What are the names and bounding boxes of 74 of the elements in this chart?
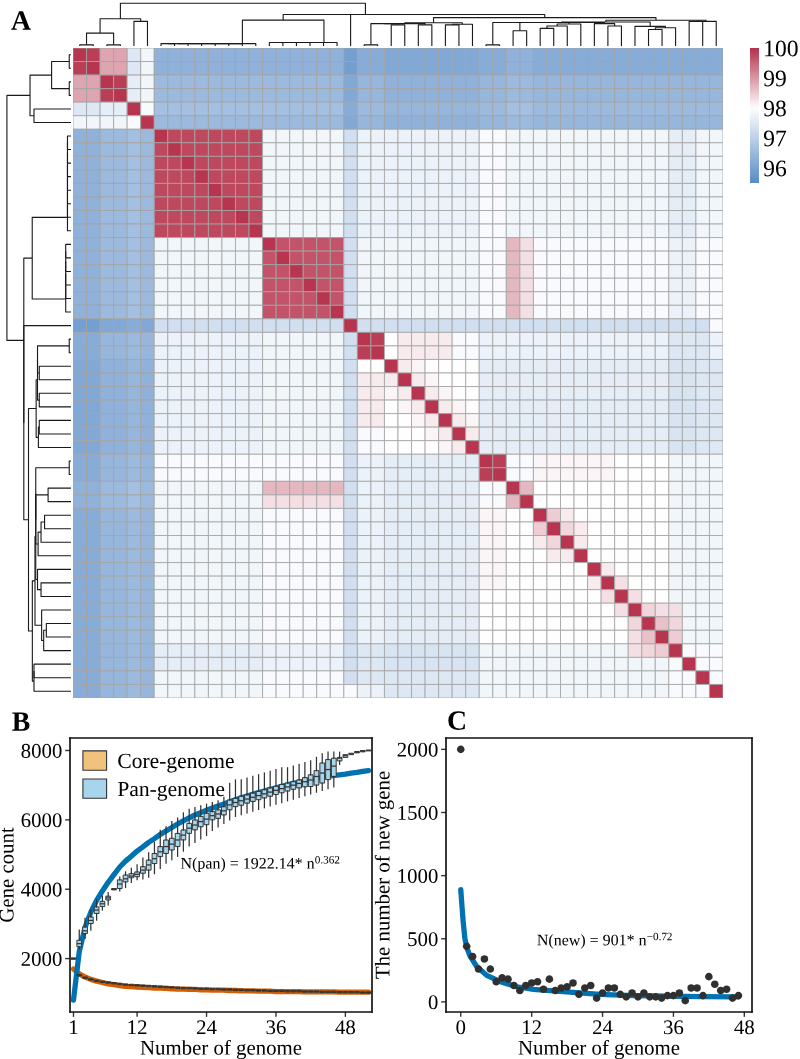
point	[687, 984, 695, 992]
point	[569, 979, 577, 987]
annotation: N(new) = 901* n$^{−0.72}$	[537, 932, 672, 949]
y-tick-label: 2000	[21, 951, 62, 967]
legend-label: Pan-genome	[117, 781, 225, 801]
x-tick-label: 0	[456, 1020, 466, 1035]
point	[705, 972, 713, 981]
x-tick-label: 12	[128, 1020, 147, 1035]
x-tick-label: 12	[523, 1020, 541, 1035]
point	[504, 975, 512, 983]
point	[616, 990, 625, 999]
y-tick-label: 4000	[21, 882, 62, 897]
point	[592, 994, 601, 1002]
point	[581, 984, 589, 992]
color-bar-label: 99	[763, 70, 786, 87]
point	[610, 984, 619, 992]
chart-title: C	[448, 711, 465, 730]
y-axis-title: Gene count	[0, 827, 14, 922]
x-tick-label: 36	[266, 1020, 286, 1035]
point	[510, 981, 518, 990]
y-tick-label: 0	[428, 995, 438, 1010]
point	[533, 977, 542, 986]
point	[563, 982, 571, 991]
y-tick-label: 500	[408, 932, 438, 947]
point	[586, 981, 595, 990]
point	[622, 993, 630, 1001]
point	[480, 955, 489, 963]
point	[598, 989, 607, 997]
point	[628, 989, 636, 997]
color-bar-label: 98	[763, 100, 786, 117]
point	[634, 993, 642, 1001]
point	[539, 985, 548, 994]
x-tick-label: 48	[335, 1020, 356, 1035]
x-axis-title: Number of genome	[140, 1039, 302, 1059]
legend-label: Core-genome	[118, 753, 234, 773]
y-tick-label: 6000	[21, 813, 62, 828]
x-axis-title: Number of genome	[518, 1039, 680, 1059]
point	[734, 991, 743, 1000]
point	[557, 984, 565, 992]
point	[681, 996, 690, 1005]
y-tick-label: 8000	[21, 743, 62, 758]
point	[462, 942, 471, 951]
point	[640, 989, 648, 997]
point	[710, 980, 719, 989]
color-bar-label: 97	[763, 130, 787, 147]
point	[516, 986, 524, 995]
annotation: N(pan) = 1922.14* n$^{0.362}$	[180, 855, 340, 872]
y-tick-label: 2000	[397, 742, 438, 757]
chart-title: B	[12, 712, 30, 731]
point	[675, 989, 684, 997]
point	[456, 745, 465, 754]
point	[722, 985, 731, 994]
point	[669, 991, 678, 1000]
point	[486, 965, 495, 973]
x-tick-label: 36	[664, 1020, 684, 1035]
point	[657, 994, 666, 1002]
x-tick-label: 24	[593, 1020, 613, 1035]
point	[699, 991, 707, 1000]
point	[492, 977, 501, 986]
y-tick-label: 1500	[398, 805, 438, 820]
color-bar-label: 96	[763, 160, 787, 177]
y-axis-title: The number of new gene	[374, 771, 394, 979]
y-tick-label: 1000	[398, 869, 438, 884]
chart-title: A	[11, 11, 31, 30]
point	[693, 984, 701, 992]
point	[575, 990, 583, 999]
point	[545, 975, 554, 983]
x-tick-label: 48	[734, 1020, 754, 1035]
x-tick-label: 24	[197, 1020, 217, 1035]
point	[468, 952, 477, 961]
point	[728, 994, 737, 1002]
color-bar-label: 100	[765, 40, 798, 57]
x-tick-label: 1	[70, 1020, 78, 1035]
point	[474, 965, 483, 973]
